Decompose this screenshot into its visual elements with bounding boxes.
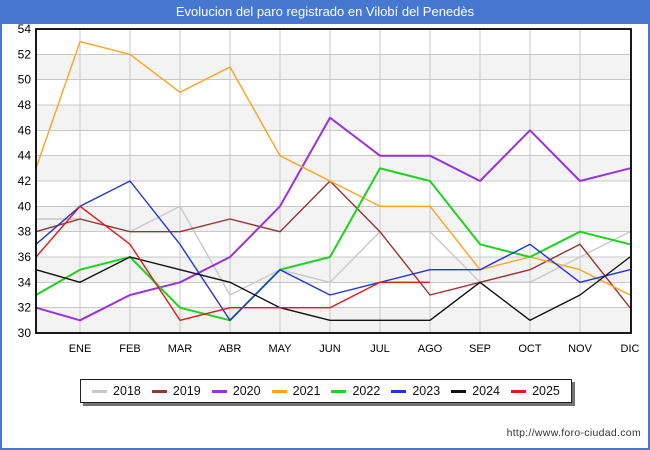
- legend-swatch-2020: [211, 389, 227, 393]
- svg-text:50: 50: [18, 73, 32, 87]
- legend-label-2024: 2024: [472, 384, 501, 398]
- legend-swatch-2022: [331, 389, 347, 393]
- y-axis: 54 52 50 48 46 44 42 40 38 36 34 32 30: [18, 22, 32, 340]
- legend-label-2021: 2021: [292, 384, 321, 398]
- svg-text:JUL: JUL: [370, 343, 390, 355]
- svg-text:ENE: ENE: [69, 343, 92, 355]
- svg-text:32: 32: [18, 301, 32, 315]
- chart-title: Evolucion del paro registrado en Vilobí …: [0, 0, 650, 24]
- svg-text:DIC: DIC: [621, 343, 640, 355]
- legend-label-2018: 2018: [113, 384, 141, 398]
- svg-text:36: 36: [18, 250, 32, 264]
- legend-label-2023: 2023: [412, 384, 441, 398]
- series-line-2020: [35, 116, 631, 322]
- svg-text:NOV: NOV: [568, 343, 593, 355]
- svg-text:52: 52: [18, 47, 32, 61]
- legend-item-2025: 2025: [511, 384, 560, 398]
- legend-item-2023: 2023: [391, 384, 440, 398]
- svg-text:46: 46: [18, 123, 32, 137]
- svg-text:AGO: AGO: [418, 343, 443, 355]
- series-line-2024: [35, 256, 631, 321]
- svg-text:48: 48: [18, 98, 32, 112]
- legend-item-2018: 2018: [92, 384, 141, 398]
- svg-text:44: 44: [18, 149, 32, 163]
- legend-label-2025: 2025: [532, 384, 560, 398]
- series-line-2019: [35, 180, 631, 309]
- svg-text:30: 30: [18, 326, 32, 340]
- legend-item-2024: 2024: [451, 384, 500, 398]
- svg-text:OCT: OCT: [518, 343, 542, 355]
- svg-text:SEP: SEP: [469, 343, 491, 355]
- legend-swatch-2018: [92, 389, 108, 393]
- legend-label-2022: 2022: [352, 384, 381, 398]
- legend-item-2021: 2021: [271, 384, 321, 398]
- legend-swatch-2024: [451, 389, 467, 393]
- x-axis: ENE FEB MAR ABR MAY JUN JUL AGO SEP OCT NOV DIC: [69, 343, 640, 355]
- svg-text:40: 40: [18, 199, 32, 213]
- svg-text:JUN: JUN: [319, 343, 340, 355]
- legend-label-2019: 2019: [172, 384, 201, 398]
- legend-label-2020: 2020: [232, 384, 261, 398]
- svg-text:34: 34: [18, 275, 32, 289]
- legend-swatch-2023: [391, 389, 407, 393]
- legend-item-2022: 2022: [331, 384, 380, 398]
- svg-text:MAR: MAR: [168, 343, 193, 355]
- svg-text:FEB: FEB: [119, 343, 140, 355]
- svg-text:ABR: ABR: [219, 343, 242, 355]
- plot-border: [35, 28, 632, 334]
- svg-text:38: 38: [18, 225, 32, 239]
- legend-swatch-2019: [151, 389, 167, 393]
- svg-text:42: 42: [18, 174, 32, 188]
- legend-item-2019: 2019: [151, 384, 201, 398]
- svg-text:54: 54: [18, 22, 32, 36]
- svg-text:MAY: MAY: [268, 343, 292, 355]
- legend-item-2020: 2020: [211, 384, 261, 398]
- legend-swatch-2021: [271, 389, 287, 393]
- plot-bands: [36, 54, 631, 333]
- legend: 2018 2019 2020 2021 2022 2023 2024 2025: [80, 379, 572, 403]
- site-url: http://www.foro-ciudad.com: [506, 427, 641, 439]
- legend-swatch-2025: [511, 389, 527, 393]
- series-line-2025: [35, 205, 430, 321]
- series-line-2023: [35, 180, 631, 321]
